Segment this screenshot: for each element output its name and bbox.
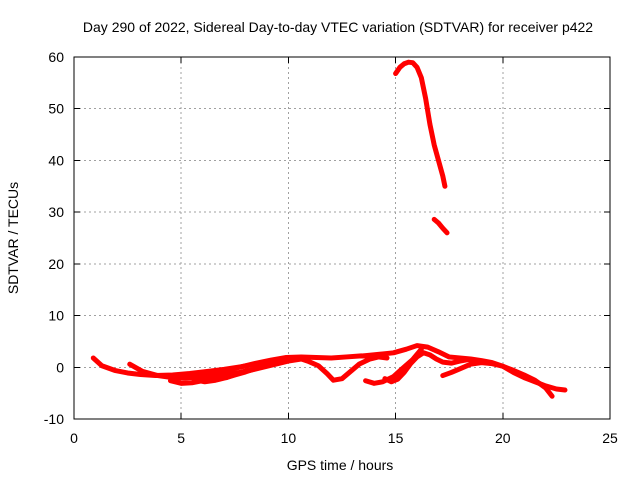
grid-lines — [74, 57, 610, 419]
satellite-track-10 — [440, 360, 555, 399]
satellite-track-8 — [382, 350, 480, 385]
x-tick-label: 10 — [281, 430, 297, 446]
y-tick-label: 10 — [48, 308, 64, 324]
y-tick-label: -10 — [44, 411, 64, 427]
satellite-track-2 — [127, 353, 390, 381]
tick-labels: 0 5 10 15 20 25 -10 0 10 20 30 40 50 60 — [44, 49, 618, 446]
x-tick-label: 15 — [388, 430, 404, 446]
y-tick-label: 50 — [48, 101, 64, 117]
satellite-track-12 — [431, 216, 450, 236]
x-tick-label: 20 — [495, 430, 511, 446]
chart-title: Day 290 of 2022, Sidereal Day-to-day VTE… — [83, 19, 593, 35]
y-tick-label: 60 — [48, 49, 64, 65]
satellite-track-11 — [393, 59, 448, 189]
satellite-track-6 — [294, 354, 381, 383]
plot-frame — [73, 56, 611, 420]
x-tick-label: 0 — [70, 430, 78, 446]
y-tick-label: 30 — [48, 204, 64, 220]
axes — [73, 56, 611, 420]
y-axis-label: SDTVAR / TECUs — [5, 182, 21, 294]
y-tick-label: 0 — [56, 359, 64, 375]
y-tick-label: 40 — [48, 152, 64, 168]
satellite-track-5 — [223, 355, 296, 381]
y-tick-label: 20 — [48, 256, 64, 272]
x-axis-label: GPS time / hours — [287, 457, 394, 473]
x-tick-label: 5 — [177, 430, 185, 446]
data-series — [90, 59, 568, 399]
x-tick-label: 25 — [602, 430, 618, 446]
